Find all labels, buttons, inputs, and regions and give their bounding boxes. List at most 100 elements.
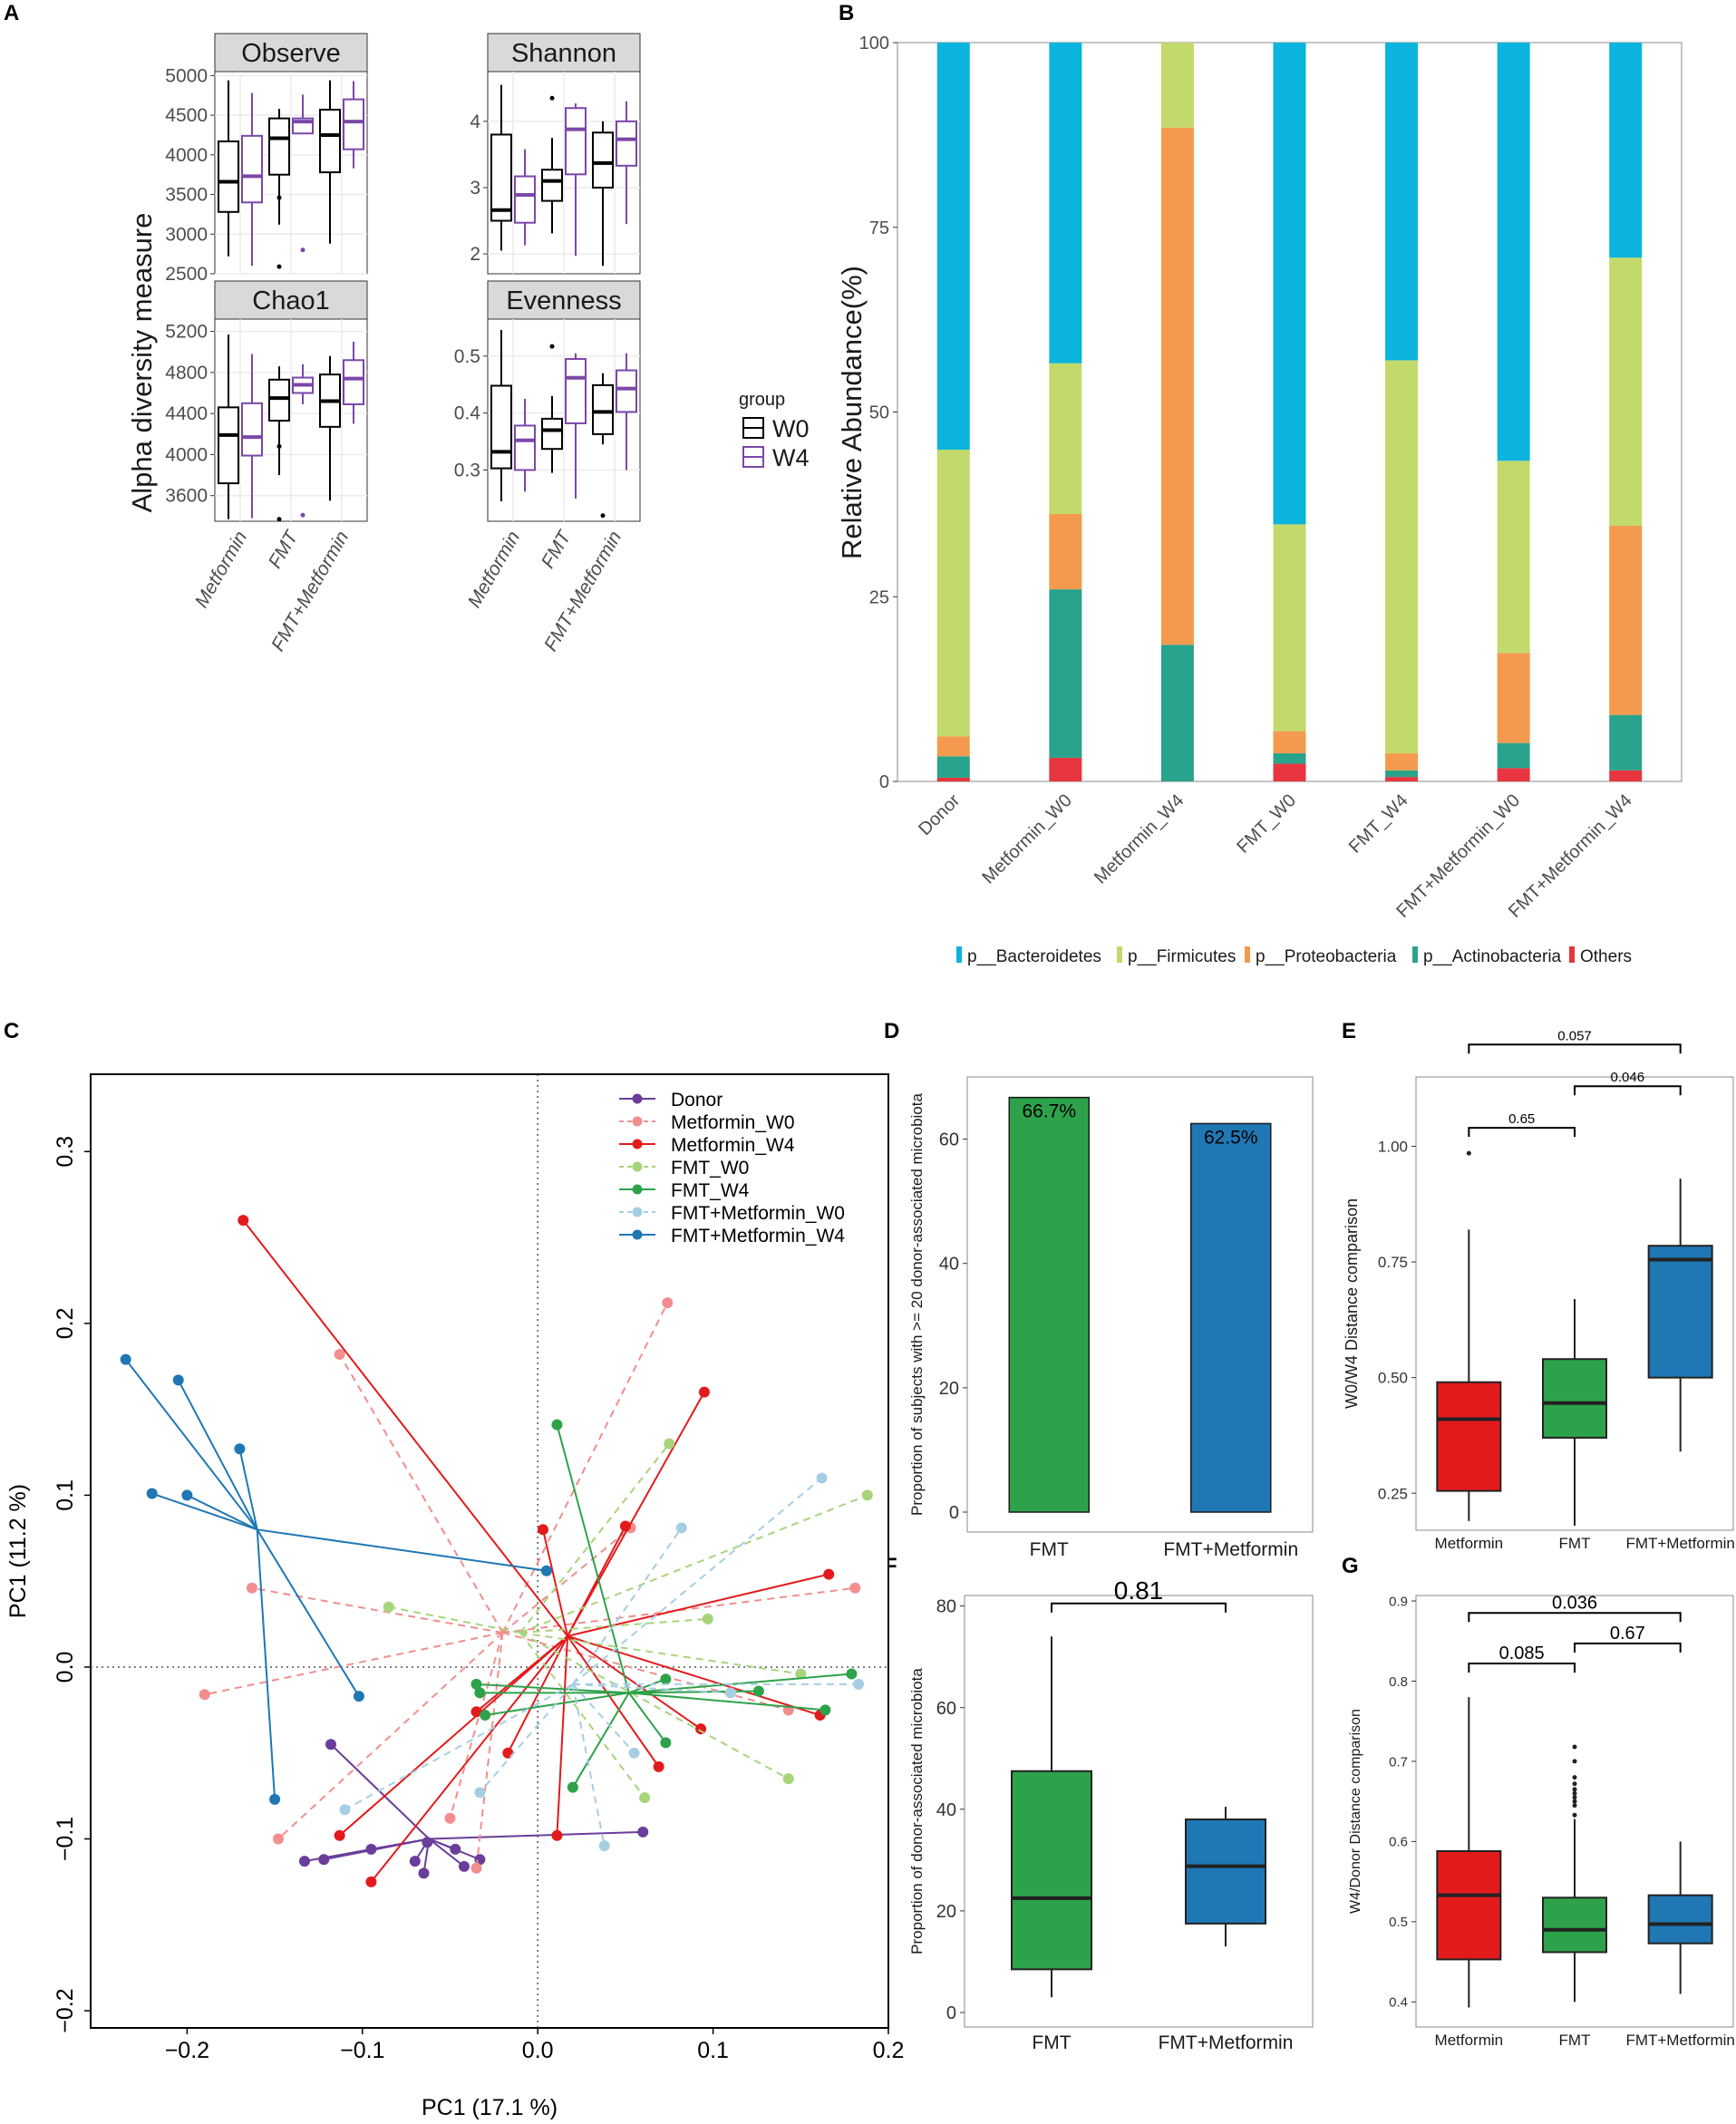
bar-segment-firmicutes	[936, 450, 970, 737]
bar-segment-actinobacteria	[1273, 753, 1306, 764]
spider-segment	[542, 1529, 569, 1637]
tick-label: 0.9	[1389, 1594, 1408, 1609]
facet-strip	[214, 33, 368, 73]
box-fmt-outlier	[1572, 1795, 1577, 1800]
p-value-label: 0.67	[1610, 1624, 1645, 1644]
box-w4-box	[241, 134, 263, 204]
spider-segment	[627, 1692, 667, 1743]
x-tick-label: Metformin	[464, 528, 525, 611]
spider-segment	[338, 1635, 568, 1837]
series-fmt-w0	[383, 1438, 873, 1804]
point	[246, 1582, 257, 1594]
box-w0-outlier	[276, 443, 282, 449]
box-w4-box	[514, 424, 536, 471]
panel-a-alpha-diversity: Observe 2500 3000 3500 4000 4500 5000 Shannon 2 3…	[126, 33, 810, 655]
bar-segment-firmicutes	[1273, 524, 1306, 732]
y-axis-label: Alpha diversity measure	[126, 213, 158, 513]
legend-label: p__Proteobacteria	[1256, 947, 1397, 966]
significance-bracket	[1468, 1663, 1576, 1673]
x-tick-label: FMT+Metformin	[1163, 1539, 1298, 1560]
spider-segment	[567, 1526, 626, 1637]
legend-dot	[632, 1139, 643, 1149]
bar-segment-proteobacteria	[1160, 127, 1194, 645]
point	[365, 1876, 377, 1887]
spider-segment	[572, 1683, 731, 1694]
tick-label: 4	[470, 112, 480, 132]
x-tick-label: Metformin	[1435, 1535, 1504, 1552]
box-fmt-metformin-box	[1647, 1894, 1713, 1945]
series-donor	[298, 1739, 649, 1879]
p-value-label: 0.81	[1114, 1576, 1164, 1605]
p-value-label: 0.65	[1508, 1111, 1535, 1127]
legend-swatch-bacteroidetes	[956, 946, 962, 963]
spider-segment	[257, 1528, 547, 1572]
spider-segment	[502, 1632, 790, 1712]
point	[474, 1687, 486, 1699]
point	[444, 1812, 456, 1824]
facet-title: Shannon	[511, 39, 616, 68]
point	[409, 1856, 421, 1867]
point	[551, 1419, 563, 1431]
x-tick-label: Metformin_W4	[1091, 790, 1188, 888]
legend-label: Metformin_W4	[671, 1135, 795, 1156]
point	[598, 1840, 610, 1852]
y-axis-label: PC1 (11.2 %)	[5, 1484, 31, 1618]
spider-segment	[428, 1838, 465, 1867]
tick-label: 4500	[165, 105, 208, 126]
box-fmt-outlier	[1572, 1744, 1577, 1750]
bar-segment-actinobacteria	[1609, 714, 1643, 771]
spider-segment	[572, 1527, 683, 1685]
point	[172, 1374, 184, 1386]
significance-bracket	[1468, 1127, 1576, 1138]
point	[365, 1843, 377, 1855]
bar-segment-others	[1385, 777, 1419, 781]
point	[450, 1843, 461, 1855]
p-value-label: 0.046	[1611, 1070, 1645, 1085]
point	[662, 1297, 674, 1309]
x-tick-label: −0.2	[165, 2038, 209, 2063]
legend-dot	[632, 1161, 643, 1172]
point	[470, 1862, 482, 1874]
spider-segment	[344, 1683, 574, 1811]
bar-segment-others	[1273, 763, 1306, 781]
y-axis-label: Relative Abundance(%)	[836, 266, 868, 559]
bar-segment-proteobacteria	[1273, 731, 1306, 754]
point	[619, 1520, 631, 1532]
tick-label: 2500	[165, 264, 208, 285]
legend-title: group	[739, 390, 785, 410]
box-fmt-outlier	[1572, 1775, 1577, 1780]
facet-observe: Observe 2500 3000 3500 4000 4500 5000	[165, 33, 368, 285]
point	[339, 1804, 351, 1816]
box-metformin-outlier	[1466, 1150, 1471, 1156]
facet-strip	[487, 280, 641, 320]
spider-segment	[519, 1617, 708, 1634]
panel-d-proportion-bars: 0 20 40 60 66.7% FMT 62.5% FMT+Metformin Proport…	[908, 1076, 1314, 1560]
plot-area	[90, 1073, 889, 2029]
tick-label: 4800	[165, 363, 208, 383]
spider-segment	[572, 1692, 630, 1789]
point	[418, 1867, 430, 1879]
tick-label: 0.6	[1389, 1835, 1408, 1850]
box-fmt-metformin-box	[1185, 1818, 1266, 1925]
box-w0-box	[218, 140, 239, 213]
bar-segment-others	[1497, 768, 1530, 781]
box-w0-outlier	[600, 513, 606, 519]
panel-letter-g: G	[1342, 1554, 1359, 1578]
significance-bracket	[1468, 1043, 1682, 1054]
bar-segment-proteobacteria	[1497, 653, 1530, 743]
tick-label: 100	[859, 34, 889, 53]
tick-label: 40	[939, 1255, 959, 1275]
box-fmt-outlier	[1572, 1790, 1577, 1796]
spider-segment	[507, 1635, 568, 1754]
legend-dot	[632, 1184, 643, 1195]
tick-label: 60	[936, 1699, 956, 1719]
spider-segment	[251, 1586, 503, 1634]
box-w4-box	[514, 175, 536, 224]
spider-segment	[519, 1632, 645, 1799]
x-tick-label: FMT_W4	[1345, 790, 1412, 858]
legend-label: Others	[1580, 947, 1632, 966]
spider-segment	[475, 1632, 504, 1868]
point	[823, 1568, 835, 1580]
box-w4-outlier	[300, 247, 305, 253]
